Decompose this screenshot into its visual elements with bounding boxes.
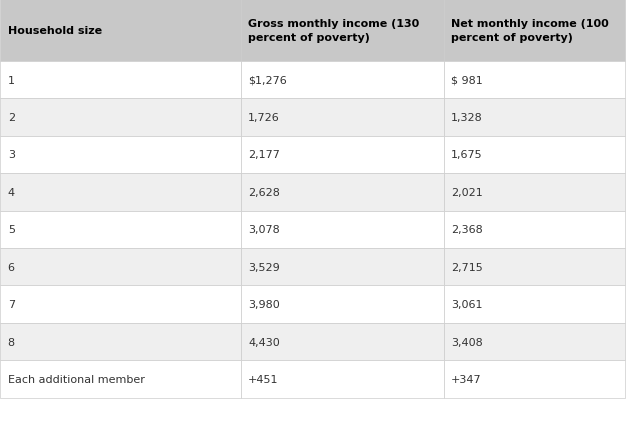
Text: 3,078: 3,078 bbox=[248, 225, 280, 235]
Text: 1,726: 1,726 bbox=[248, 113, 280, 123]
Bar bbox=[240, 0, 444, 61]
Bar bbox=[444, 61, 625, 99]
Bar bbox=[0, 61, 240, 99]
Text: 3,980: 3,980 bbox=[248, 299, 280, 309]
Bar bbox=[0, 211, 240, 249]
Bar bbox=[240, 249, 444, 286]
Text: 2,628: 2,628 bbox=[248, 187, 280, 197]
Text: +347: +347 bbox=[451, 374, 482, 384]
Bar bbox=[444, 99, 625, 136]
Text: +451: +451 bbox=[248, 374, 279, 384]
Bar bbox=[240, 99, 444, 136]
Bar bbox=[240, 174, 444, 211]
Bar bbox=[0, 174, 240, 211]
Bar bbox=[444, 0, 625, 61]
Bar bbox=[240, 286, 444, 323]
Bar bbox=[240, 61, 444, 99]
Bar bbox=[0, 286, 240, 323]
Text: 7: 7 bbox=[8, 299, 15, 309]
Text: 3: 3 bbox=[8, 150, 15, 160]
Bar bbox=[240, 323, 444, 360]
Text: Household size: Household size bbox=[8, 26, 102, 36]
Bar bbox=[0, 249, 240, 286]
Text: $ 981: $ 981 bbox=[451, 75, 483, 85]
Text: 3,529: 3,529 bbox=[248, 262, 280, 272]
Text: 8: 8 bbox=[8, 337, 15, 347]
Text: 6: 6 bbox=[8, 262, 15, 272]
Text: 3,061: 3,061 bbox=[451, 299, 483, 309]
Bar bbox=[0, 360, 240, 398]
Bar bbox=[444, 286, 625, 323]
Bar bbox=[0, 136, 240, 174]
Text: 4,430: 4,430 bbox=[248, 337, 280, 347]
Text: 3,408: 3,408 bbox=[451, 337, 483, 347]
Bar bbox=[240, 136, 444, 174]
Text: Gross monthly income (130
percent of poverty): Gross monthly income (130 percent of pov… bbox=[248, 19, 419, 43]
Bar bbox=[444, 211, 625, 249]
Bar bbox=[444, 249, 625, 286]
Text: 5: 5 bbox=[8, 225, 15, 235]
Bar bbox=[0, 323, 240, 360]
Text: Net monthly income (100
percent of poverty): Net monthly income (100 percent of pover… bbox=[451, 19, 609, 43]
Text: 1: 1 bbox=[8, 75, 15, 85]
Bar bbox=[444, 323, 625, 360]
Bar bbox=[240, 360, 444, 398]
Text: 2: 2 bbox=[8, 113, 15, 123]
Bar bbox=[240, 211, 444, 249]
Text: 2,177: 2,177 bbox=[248, 150, 280, 160]
Bar bbox=[444, 360, 625, 398]
Text: 1,328: 1,328 bbox=[451, 113, 483, 123]
Text: 4: 4 bbox=[8, 187, 15, 197]
Text: $1,276: $1,276 bbox=[248, 75, 287, 85]
Bar bbox=[0, 0, 240, 61]
Text: 2,368: 2,368 bbox=[451, 225, 483, 235]
Bar bbox=[444, 136, 625, 174]
Bar bbox=[0, 99, 240, 136]
Text: 2,021: 2,021 bbox=[451, 187, 483, 197]
Bar bbox=[444, 174, 625, 211]
Text: 2,715: 2,715 bbox=[451, 262, 483, 272]
Text: Each additional member: Each additional member bbox=[8, 374, 145, 384]
Text: 1,675: 1,675 bbox=[451, 150, 483, 160]
